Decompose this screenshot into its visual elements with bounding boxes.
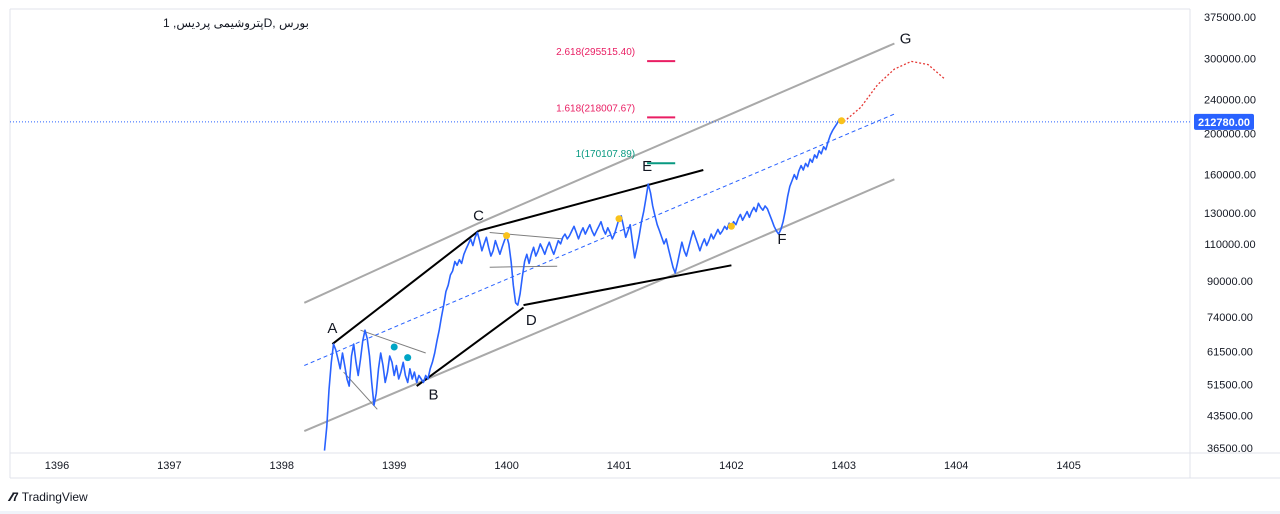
- footer: ⁄⁄7 TradingView: [10, 487, 88, 507]
- marker-4: [615, 215, 623, 223]
- x-tick-3: 1398: [270, 460, 294, 472]
- channel-midline: [304, 113, 895, 366]
- pattern-line-3: [478, 169, 704, 232]
- wave-label-c: C: [473, 207, 484, 224]
- x-tick-4: 1399: [382, 460, 406, 472]
- wave-label-f: F: [777, 231, 786, 248]
- current-price-badge: [1194, 113, 1254, 130]
- y-tick-8: 90000.00: [1207, 276, 1253, 288]
- x-tick-8: 1403: [832, 460, 856, 472]
- y-tick-10: 61500.00: [1207, 346, 1253, 358]
- y-tick-1: 375000.00: [1204, 12, 1256, 24]
- bottom-strip: [0, 511, 1280, 514]
- wave-label-g: G: [900, 30, 912, 47]
- footer-brand[interactable]: TradingView: [21, 490, 88, 504]
- y-tick-13: 36500.00: [1207, 443, 1253, 455]
- x-tick-6: 1401: [607, 460, 631, 472]
- pattern-lines: [331, 169, 732, 410]
- tradingview-logo-icon[interactable]: ⁄⁄7: [10, 490, 19, 504]
- current-price-label: 212780.00: [1198, 117, 1250, 129]
- projection-curve: [843, 60, 946, 123]
- channel-lines: [303, 42, 895, 433]
- markers: [390, 117, 846, 362]
- x-tick-9: 1404: [944, 460, 968, 472]
- x-tick-10: 1405: [1056, 460, 1080, 472]
- marker-1: [390, 343, 398, 351]
- marker-2: [404, 354, 412, 362]
- y-tick-9: 74000.00: [1207, 312, 1253, 324]
- wave-label-d: D: [526, 312, 537, 329]
- time-axis[interactable]: 1396 1397 1398 1399 1400 1401 1402 1403 1404 1405: [45, 460, 1081, 472]
- y-tick-6: 130000.00: [1204, 208, 1256, 220]
- pattern-line-5: [360, 329, 426, 354]
- marker-6: [838, 117, 846, 125]
- price-axis[interactable]: 375000.00 300000.00 240000.00 200000.00 1600…: [1194, 12, 1256, 455]
- marker-5: [727, 222, 735, 230]
- channel-line-2: [303, 178, 895, 433]
- channel-line-1: [303, 42, 895, 304]
- fib-levels: 2.618(295515.40) 1.618(218007.67) 1(170107…: [556, 47, 676, 165]
- chart-frame: [9, 8, 1280, 479]
- marker-3: [503, 232, 511, 240]
- price-line: [323, 118, 844, 451]
- pattern-line-4: [523, 264, 732, 307]
- wave-label-e: E: [642, 158, 652, 175]
- y-tick-7: 110000.00: [1204, 239, 1255, 251]
- x-tick-1: 1396: [45, 460, 69, 472]
- y-tick-5: 160000.00: [1204, 170, 1256, 182]
- x-tick-2: 1397: [157, 460, 181, 472]
- wave-label-b: B: [429, 386, 439, 403]
- x-tick-7: 1402: [719, 460, 743, 472]
- pattern-line-2: [416, 306, 525, 387]
- wave-label-a: A: [327, 320, 337, 337]
- fib-label-1: 2.618(295515.40): [556, 47, 635, 58]
- fib-label-2: 1.618(218007.67): [556, 103, 635, 114]
- y-tick-4: 200000.00: [1204, 128, 1256, 140]
- fib-label-3: 1(170107.89): [576, 149, 636, 160]
- symbol-title: بورس ,Dپتروشیمی پردیس, 1: [163, 16, 309, 30]
- pattern-line-7: [489, 232, 563, 240]
- y-tick-2: 300000.00: [1204, 53, 1256, 65]
- y-tick-11: 51500.00: [1207, 379, 1253, 391]
- x-tick-5: 1400: [494, 460, 518, 472]
- y-tick-12: 43500.00: [1207, 411, 1253, 423]
- pattern-line-1: [331, 230, 480, 345]
- price-series: [323, 60, 946, 451]
- y-tick-3: 240000.00: [1204, 95, 1256, 107]
- wave-labels: A B C D E F G: [327, 30, 911, 403]
